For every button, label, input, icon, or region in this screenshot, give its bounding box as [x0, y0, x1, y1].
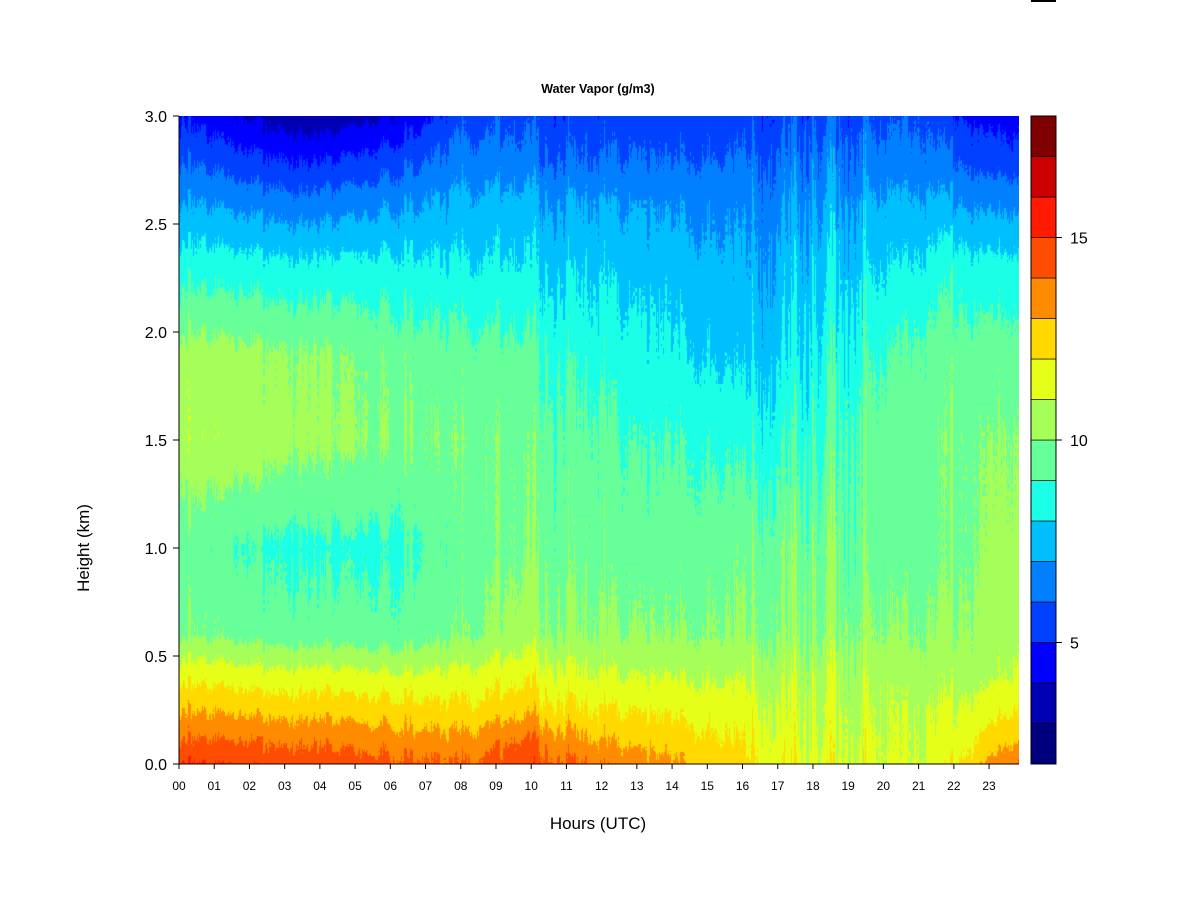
x-tick-label: 15 — [701, 779, 715, 793]
colorbar-swatch — [1030, 237, 1057, 279]
colorbar-tick-label: 15 — [1070, 231, 1088, 248]
colorbar-swatch — [1030, 520, 1057, 562]
colorbar: 5 10 15 — [1030, 115, 1088, 765]
x-tick-label: 07 — [419, 779, 433, 793]
y-tick-label: 1.0 — [145, 541, 167, 558]
y-axis-label: Height (km) — [74, 504, 93, 592]
x-tick-label: 00 — [172, 779, 186, 793]
x-axis-label: Hours (UTC) — [550, 814, 646, 833]
colorbar-swatch — [1030, 601, 1057, 643]
x-tick-label: 19 — [842, 779, 856, 793]
colorbar-tick-label: 10 — [1070, 433, 1088, 450]
x-tick-label: 17 — [771, 779, 785, 793]
y-axis: 0.0 0.5 1.0 1.5 2.0 2.5 3.0 — [145, 109, 180, 774]
colorbar-swatch — [1030, 723, 1057, 765]
colorbar-swatch — [1030, 439, 1057, 481]
colorbar-swatch — [1030, 358, 1057, 400]
heatmap-field — [179, 116, 1019, 764]
x-tick-label: 06 — [384, 779, 398, 793]
y-tick-label: 2.0 — [145, 325, 167, 342]
colorbar-swatch — [1030, 277, 1057, 319]
x-tick-label: 09 — [489, 779, 503, 793]
colorbar-top-mark — [1031, 0, 1056, 2]
y-tick-label: 3.0 — [145, 109, 167, 126]
x-tick-label: 08 — [454, 779, 468, 793]
x-tick-label: 20 — [877, 779, 891, 793]
colorbar-swatch — [1030, 115, 1057, 157]
plot-area — [179, 116, 1019, 764]
colorbar-swatch — [1030, 156, 1057, 198]
chart-title: Water Vapor (g/m3) — [541, 82, 654, 96]
x-tick-label: 22 — [947, 779, 961, 793]
x-tick-label: 21 — [912, 779, 926, 793]
x-tick-label: 10 — [525, 779, 539, 793]
x-tick-label: 01 — [208, 779, 222, 793]
colorbar-swatch — [1030, 399, 1057, 441]
colorbar-swatch — [1030, 480, 1057, 522]
y-tick-label: 1.5 — [145, 433, 167, 450]
x-tick-label: 02 — [243, 779, 257, 793]
x-axis: 00 01 02 03 04 05 06 07 08 09 10 11 12 13 14 15 16 17 18 19… — [172, 763, 1019, 793]
x-tick-label: 05 — [348, 779, 362, 793]
y-tick-label: 0.5 — [145, 649, 167, 666]
x-tick-label: 18 — [806, 779, 820, 793]
colorbar-swatch — [1030, 682, 1057, 724]
y-tick-label: 0.0 — [145, 757, 167, 774]
colorbar-swatch — [1030, 318, 1057, 360]
x-tick-label: 23 — [982, 779, 996, 793]
colorbar-tick-label: 5 — [1070, 636, 1079, 653]
x-tick-label: 11 — [560, 779, 573, 793]
y-tick-label: 2.5 — [145, 217, 167, 234]
x-tick-label: 14 — [665, 779, 679, 793]
x-tick-label: 16 — [736, 779, 750, 793]
x-tick-label: 04 — [313, 779, 327, 793]
colorbar-swatch — [1030, 561, 1057, 603]
colorbar-swatch — [1030, 196, 1057, 238]
x-tick-label: 12 — [595, 779, 609, 793]
x-tick-label: 13 — [630, 779, 644, 793]
x-tick-label: 03 — [278, 779, 292, 793]
colorbar-swatch — [1030, 642, 1057, 684]
